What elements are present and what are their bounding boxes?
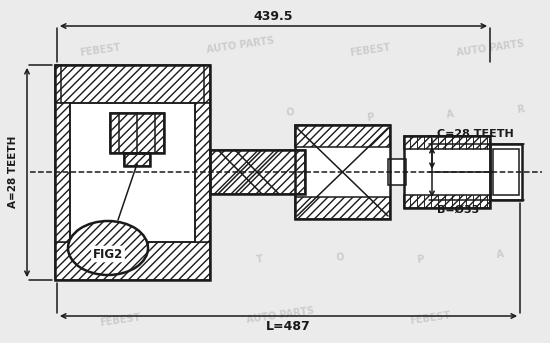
Bar xyxy=(124,153,150,166)
Bar xyxy=(388,159,406,185)
Ellipse shape xyxy=(68,221,148,275)
Bar xyxy=(195,103,210,242)
Bar xyxy=(295,197,390,219)
Text: AUTO PARTS: AUTO PARTS xyxy=(206,35,274,55)
Text: 439.5: 439.5 xyxy=(254,10,293,23)
Bar xyxy=(110,113,164,153)
Bar xyxy=(110,113,164,153)
Text: FEBEST: FEBEST xyxy=(409,310,451,326)
Bar xyxy=(404,136,490,208)
Text: AUTO PARTS: AUTO PARTS xyxy=(455,38,525,58)
Bar xyxy=(124,153,150,166)
Bar xyxy=(404,149,490,195)
Text: C=28 TEETH: C=28 TEETH xyxy=(437,129,514,139)
Text: FEBEST: FEBEST xyxy=(59,182,101,198)
Bar xyxy=(295,125,390,147)
Bar xyxy=(404,136,490,149)
Text: A: A xyxy=(56,115,64,126)
Bar xyxy=(55,65,210,280)
Bar xyxy=(210,150,305,194)
Bar xyxy=(295,125,390,219)
Bar xyxy=(493,149,519,195)
Text: O: O xyxy=(335,251,345,262)
Text: P: P xyxy=(366,113,374,123)
Text: O: O xyxy=(285,106,295,118)
Text: T: T xyxy=(206,109,214,120)
Text: FIG2: FIG2 xyxy=(93,248,123,260)
Text: T: T xyxy=(256,255,264,265)
Text: A=28 TEETH: A=28 TEETH xyxy=(8,136,18,208)
Text: A: A xyxy=(496,249,504,260)
Text: R: R xyxy=(515,105,524,116)
Text: B=Ø33: B=Ø33 xyxy=(437,205,479,215)
Bar xyxy=(404,195,490,208)
Text: AUTO PARTS: AUTO PARTS xyxy=(185,175,255,195)
Bar xyxy=(55,103,70,242)
Bar xyxy=(490,144,522,200)
Text: AUTO PARTS: AUTO PARTS xyxy=(245,305,315,325)
Bar xyxy=(70,103,195,242)
Bar xyxy=(55,242,210,280)
Text: U: U xyxy=(175,249,185,260)
Text: A: A xyxy=(446,109,454,120)
Bar xyxy=(210,150,305,194)
Text: FEBEST: FEBEST xyxy=(99,312,141,328)
Text: A: A xyxy=(96,255,104,265)
Bar xyxy=(55,65,210,103)
Text: FEBEST: FEBEST xyxy=(339,182,381,198)
Text: P: P xyxy=(416,255,424,265)
Text: AUTO PARTS: AUTO PARTS xyxy=(455,175,525,195)
Text: U: U xyxy=(125,105,135,116)
Text: L=487: L=487 xyxy=(266,320,311,333)
Bar xyxy=(295,147,390,197)
Text: FEBEST: FEBEST xyxy=(79,42,121,58)
Text: FEBEST: FEBEST xyxy=(349,42,391,58)
